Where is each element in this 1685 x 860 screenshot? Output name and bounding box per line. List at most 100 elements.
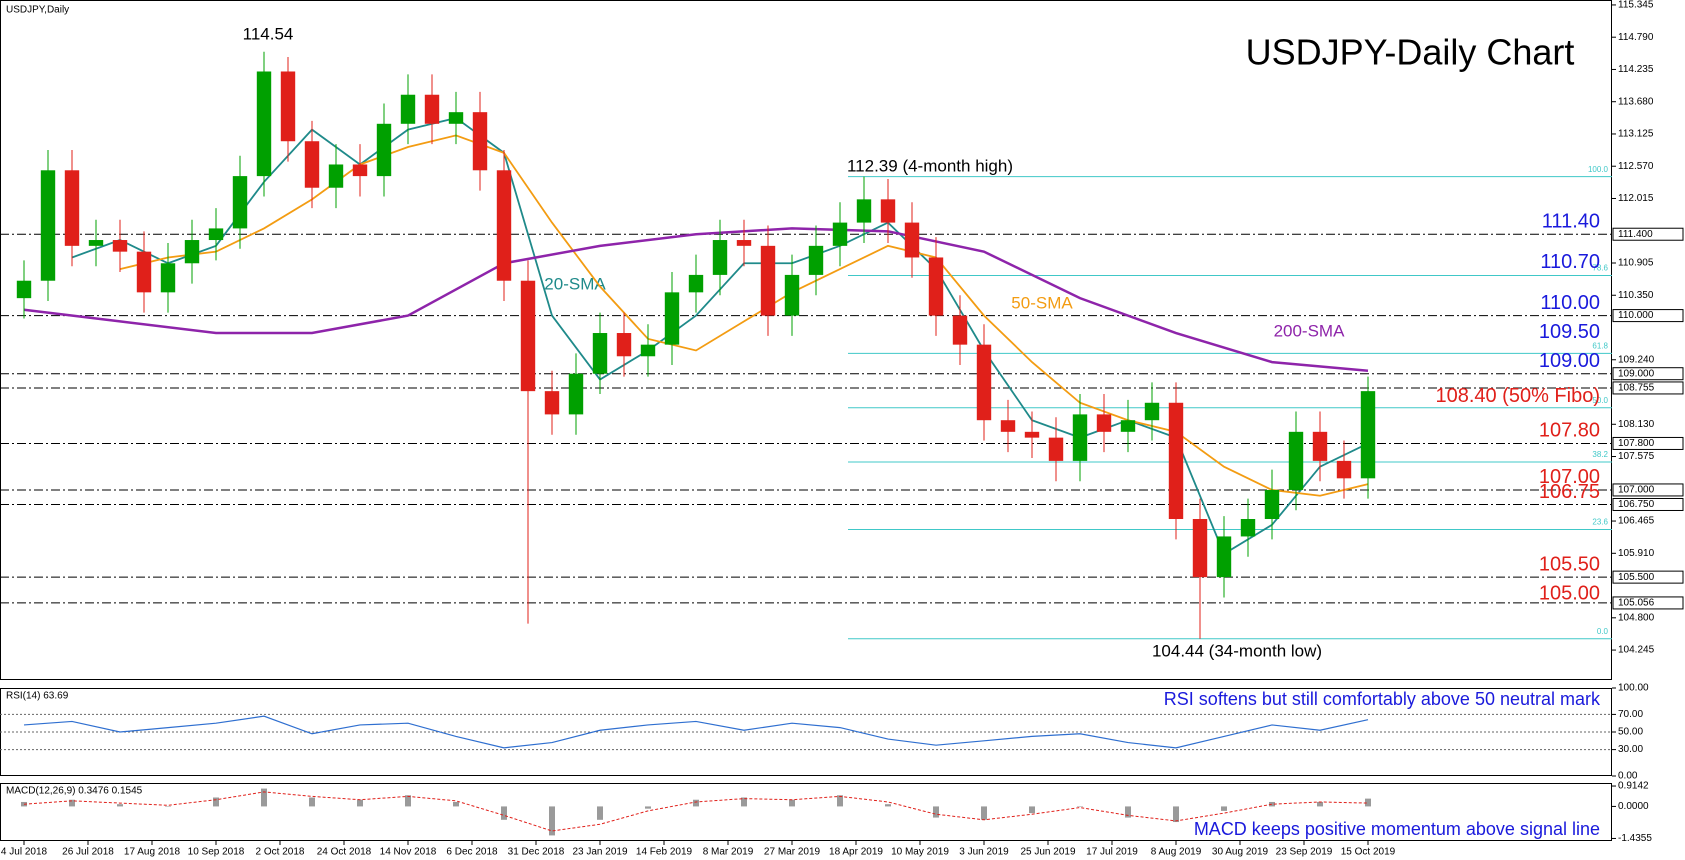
candle-body	[304, 141, 320, 188]
moving-average-label: 50-SMA	[1011, 293, 1073, 312]
y-tick-label: 104.245	[1618, 645, 1655, 656]
x-tick-label: 23 Sep 2019	[1276, 847, 1333, 858]
candle-body	[40, 170, 56, 281]
x-tick-label: 2 Oct 2018	[256, 847, 305, 858]
level-label: 110.70	[1540, 251, 1600, 273]
candle-body	[16, 280, 32, 299]
candle-body	[184, 240, 200, 264]
x-tick-label: 14 Feb 2019	[636, 847, 693, 858]
level-box	[1612, 381, 1684, 395]
level-box-label: 107.000	[1618, 485, 1655, 496]
level-label: 107.80	[1539, 420, 1600, 442]
macd-bar	[885, 804, 891, 807]
y-tick-label: 112.570	[1618, 161, 1654, 172]
main-panel-frame	[0, 0, 1612, 680]
y-tick-label: 110.905	[1618, 258, 1654, 269]
macd-bar	[405, 795, 411, 807]
moving-average-label: 200-SMA	[1274, 321, 1346, 340]
candle-body	[64, 170, 80, 246]
macd-bar	[933, 806, 939, 818]
candle-body	[472, 112, 488, 171]
x-tick-label: 10 Sep 2018	[188, 847, 245, 858]
level-box	[1612, 436, 1684, 450]
y-tick-label: 113.680	[1618, 96, 1654, 107]
level-label: 105.00	[1539, 582, 1600, 604]
macd-bar	[1317, 801, 1323, 807]
candle-body	[112, 240, 128, 252]
fib-label: 0.0	[1597, 627, 1609, 636]
moving-average	[119, 134, 1369, 497]
x-tick-label: 3 Jun 2019	[959, 847, 1009, 858]
x-tick-label: 10 May 2019	[891, 847, 949, 858]
x-tick-label: 31 Dec 2018	[508, 847, 565, 858]
macd-bar	[1077, 806, 1083, 807]
candle-body	[1048, 437, 1064, 461]
y-tick-label: 110.350	[1618, 290, 1654, 301]
candle-body	[376, 123, 392, 177]
macd-label: MACD(12,26,9) 0.3476 0.1545	[6, 786, 143, 797]
candle-body	[1120, 420, 1136, 432]
candle-body	[400, 94, 416, 124]
moving-average-label: 20-SMA	[544, 274, 606, 293]
y-tick-label: 109.240	[1618, 354, 1655, 365]
level-box	[1612, 596, 1684, 610]
macd-bar	[1365, 798, 1371, 807]
y-tick-label: 70.00	[1618, 709, 1643, 720]
y-tick-label: 114.790	[1618, 32, 1654, 43]
x-tick-label: 15 Oct 2019	[1341, 847, 1396, 858]
macd-bar	[357, 799, 363, 807]
y-tick-label: 100.00	[1618, 683, 1649, 694]
y-tick-label: 0.00	[1618, 771, 1638, 782]
candle-body	[1144, 402, 1160, 421]
annotation: 114.54	[243, 24, 294, 43]
candle-body	[352, 164, 368, 177]
x-tick-label: 8 Aug 2019	[1151, 847, 1202, 858]
candle-body	[1240, 519, 1256, 537]
y-tick-label: 50.00	[1618, 727, 1643, 738]
macd-bar	[741, 797, 747, 807]
y-tick-label: 106.465	[1618, 516, 1655, 527]
level-label: 108.40 (50% Fibo)	[1435, 385, 1600, 407]
candle-body	[1072, 414, 1088, 461]
macd-bar	[1029, 806, 1035, 814]
x-tick-label: 4 Jul 2018	[1, 847, 48, 858]
candle-body	[544, 391, 560, 415]
fib-label: 100.0	[1588, 165, 1609, 174]
level-box	[1612, 227, 1684, 241]
y-tick-label: 105.910	[1618, 548, 1655, 559]
macd-bar	[261, 788, 267, 807]
y-tick-label: 114.235	[1618, 64, 1654, 75]
x-tick-label: 18 Apr 2019	[829, 847, 883, 858]
level-box-label: 110.000	[1618, 310, 1654, 321]
annotation: 112.39 (4-month high)	[847, 156, 1013, 175]
level-label: 106.75	[1539, 481, 1600, 503]
candle-body	[904, 222, 920, 258]
x-tick-label: 23 Jan 2019	[572, 847, 627, 858]
fib-label: 23.6	[1592, 518, 1608, 527]
macd-bar	[165, 806, 171, 807]
macd-bar	[549, 806, 555, 836]
macd-bar	[309, 797, 315, 807]
candle-body	[616, 333, 632, 357]
candle-body	[664, 292, 680, 345]
candle-body	[1264, 489, 1280, 520]
level-box-label: 105.500	[1618, 572, 1655, 583]
fib-label: 50.0	[1592, 396, 1608, 405]
moving-average	[23, 227, 1369, 373]
candle-body	[1312, 431, 1328, 461]
macd-bar	[213, 797, 219, 807]
candle-body	[1096, 414, 1112, 432]
level-box	[1612, 483, 1684, 497]
candle-body	[784, 274, 800, 316]
candle-body	[640, 344, 656, 357]
candle-body	[232, 176, 248, 229]
candle-body	[928, 257, 944, 316]
macd-bar	[501, 806, 507, 820]
y-tick-label: 0.0000	[1618, 801, 1649, 812]
level-label: 105.50	[1539, 553, 1600, 575]
candle-body	[976, 344, 992, 421]
candle-body	[88, 240, 104, 246]
x-tick-label: 27 Mar 2019	[764, 847, 821, 858]
x-tick-label: 26 Jul 2018	[62, 847, 114, 858]
